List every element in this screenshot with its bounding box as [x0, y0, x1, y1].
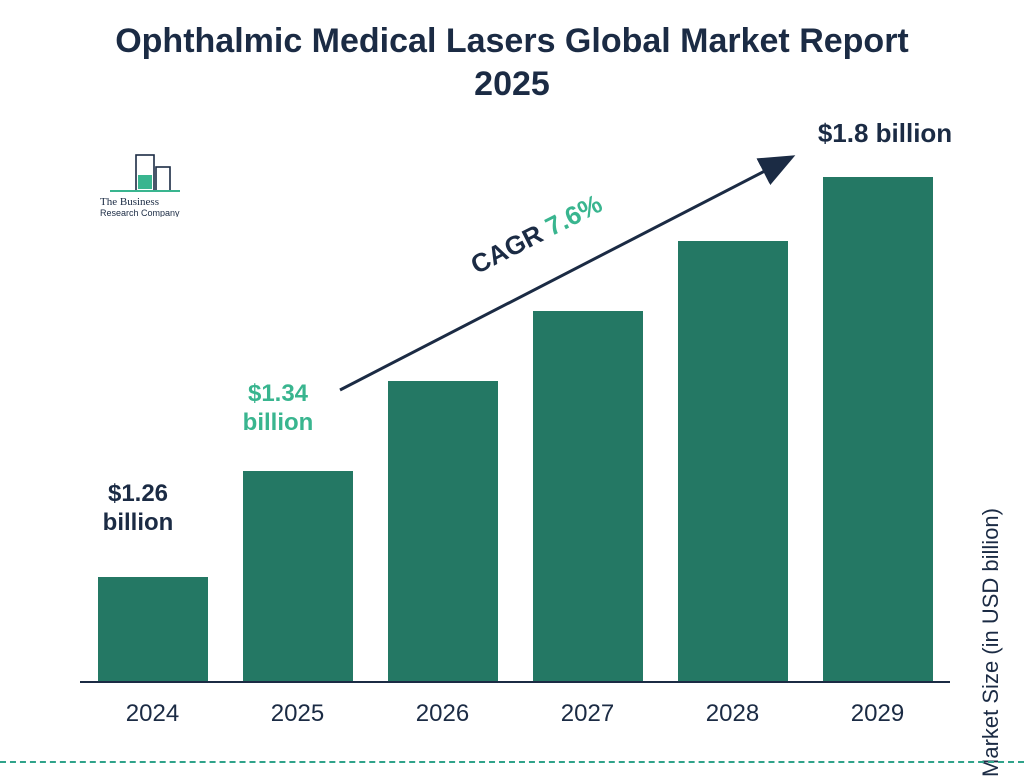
- bar-col-2027: [515, 311, 660, 681]
- xlabel-2028: 2028: [660, 700, 805, 728]
- xlabel-2029: 2029: [805, 700, 950, 728]
- xlabel-2027: 2027: [515, 700, 660, 728]
- bottom-divider: [0, 761, 1024, 763]
- bar-2026: [388, 381, 498, 681]
- chart-area: [80, 143, 950, 683]
- bars-container: [80, 143, 950, 681]
- xlabel-2026: 2026: [370, 700, 515, 728]
- bar-col-2026: [370, 381, 515, 681]
- bar-2029: [823, 177, 933, 681]
- x-axis-line: [80, 681, 950, 683]
- chart-title: Ophthalmic Medical Lasers Global Market …: [0, 20, 1024, 105]
- value-label-2: $1.8 billion: [805, 118, 965, 149]
- bar-col-2029: [805, 177, 950, 681]
- value-label-1: $1.34 billion: [218, 380, 338, 438]
- bar-2024: [98, 577, 208, 681]
- bar-col-2025: [225, 471, 370, 681]
- bar-2027: [533, 311, 643, 681]
- bar-2028: [678, 241, 788, 681]
- bar-col-2024: [80, 577, 225, 681]
- y-axis-label: Market Size (in USD billion): [978, 508, 1004, 777]
- value-label-0: $1.26 billion: [78, 480, 198, 538]
- bar-col-2028: [660, 241, 805, 681]
- xlabel-2025: 2025: [225, 700, 370, 728]
- bar-2025: [243, 471, 353, 681]
- xlabel-2024: 2024: [80, 700, 225, 728]
- x-axis-labels: 202420252026202720282029: [80, 700, 950, 728]
